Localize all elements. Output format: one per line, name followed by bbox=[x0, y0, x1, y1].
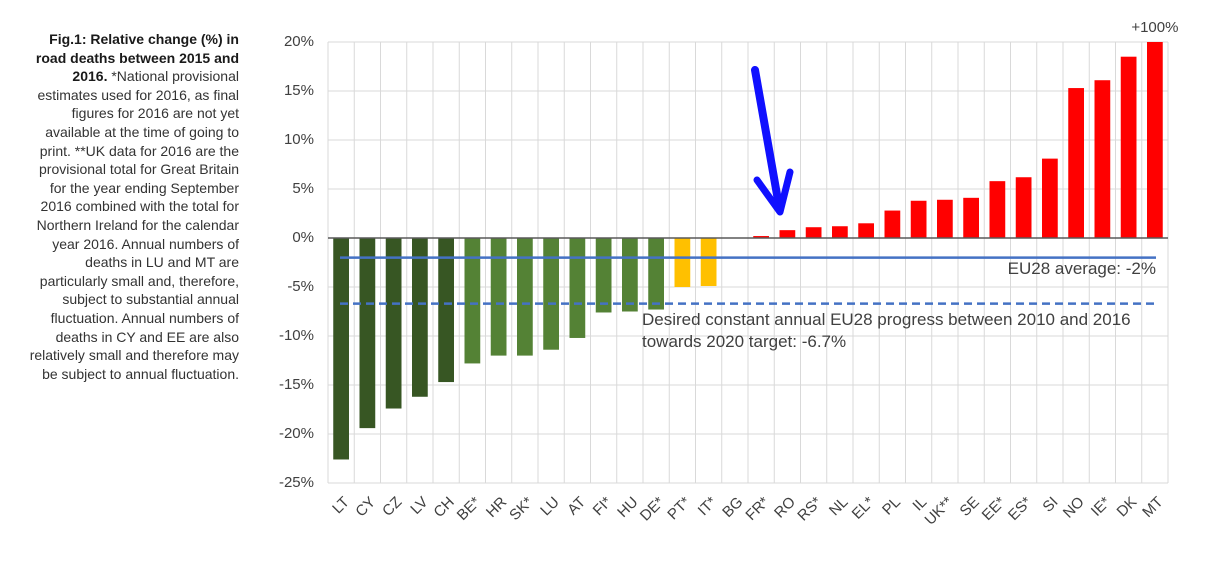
caption-note: *National provisional estimates used for… bbox=[29, 68, 239, 382]
x-tick-label: IT* bbox=[695, 494, 721, 520]
x-tick-label: FR* bbox=[742, 494, 772, 524]
bar bbox=[1120, 56, 1137, 239]
x-tick-label: CH bbox=[430, 494, 457, 521]
x-tick-label: BE* bbox=[454, 494, 484, 524]
bar bbox=[989, 181, 1006, 238]
bar bbox=[385, 238, 402, 409]
x-tick-label: IE* bbox=[1088, 494, 1114, 520]
x-tick-label: LV bbox=[407, 494, 431, 518]
x-tick-label: HU bbox=[614, 494, 641, 521]
bar bbox=[1094, 80, 1111, 238]
x-tick-label: DK bbox=[1114, 494, 1141, 521]
x-tick-label: PL bbox=[879, 494, 904, 519]
bar bbox=[779, 230, 796, 238]
x-tick-label: EE* bbox=[979, 494, 1009, 524]
y-tick-label: 5% bbox=[292, 180, 314, 197]
bar bbox=[333, 238, 349, 460]
x-tick-label: AT bbox=[564, 494, 589, 519]
bar bbox=[464, 238, 481, 364]
y-tick-label: 10% bbox=[284, 131, 314, 148]
x-tick-label: ES* bbox=[1005, 494, 1035, 524]
bar bbox=[490, 238, 507, 356]
caption: Fig.1: Relative change (%) in road death… bbox=[22, 30, 239, 383]
x-tick-label: RS* bbox=[794, 494, 825, 525]
reference-label: EU28 average: -2% bbox=[1008, 259, 1156, 278]
bar bbox=[648, 238, 664, 310]
bar bbox=[569, 238, 586, 338]
bar bbox=[963, 197, 979, 238]
bar bbox=[517, 238, 533, 356]
x-tick-label: LT bbox=[329, 494, 353, 518]
x-tick-label: HR bbox=[483, 494, 510, 521]
x-tick-label: NL bbox=[826, 494, 852, 520]
bar bbox=[1042, 158, 1058, 238]
bar bbox=[1068, 88, 1084, 238]
x-tick-label: UK** bbox=[921, 494, 956, 529]
y-tick-label: 15% bbox=[284, 82, 314, 99]
x-tick-label: CY bbox=[352, 494, 379, 521]
bar bbox=[674, 238, 691, 287]
bar bbox=[832, 226, 848, 238]
bar bbox=[753, 236, 769, 238]
x-tick-label: RO bbox=[771, 494, 799, 522]
bar bbox=[910, 200, 927, 238]
bar bbox=[884, 210, 901, 238]
plot-area bbox=[333, 42, 1163, 460]
bar bbox=[858, 223, 874, 238]
caption-title: Fig.1: Relative change (%) in road death… bbox=[35, 31, 239, 85]
bar bbox=[412, 238, 428, 397]
bar bbox=[359, 238, 376, 429]
x-tick-label: EL* bbox=[849, 494, 878, 523]
reference-label: towards 2020 target: -6.7% bbox=[642, 332, 846, 351]
bar bbox=[1015, 177, 1032, 238]
x-tick-label: MT bbox=[1139, 494, 1166, 521]
bar bbox=[937, 199, 953, 238]
y-tick-label: -15% bbox=[279, 376, 314, 393]
bar bbox=[438, 238, 454, 383]
x-tick-label: NO bbox=[1060, 494, 1088, 522]
bar bbox=[1147, 42, 1163, 238]
y-tick-label: 0% bbox=[292, 229, 314, 246]
x-tick-label: SI bbox=[1039, 494, 1061, 516]
bar bbox=[543, 238, 559, 350]
x-tick-label: PT* bbox=[664, 494, 694, 524]
value-label: +100% bbox=[1131, 19, 1178, 36]
y-tick-label: 20% bbox=[284, 33, 314, 50]
x-tick-label: LU bbox=[537, 494, 563, 520]
bar bbox=[700, 238, 717, 287]
bar bbox=[595, 238, 612, 313]
arrow-annotation bbox=[751, 66, 794, 216]
reference-label: Desired constant annual EU28 progress be… bbox=[642, 310, 1131, 329]
x-tick-label: DE* bbox=[637, 494, 668, 525]
x-tick-label: CZ bbox=[379, 494, 405, 520]
y-tick-label: -10% bbox=[279, 327, 314, 344]
x-tick-label: SK* bbox=[506, 494, 536, 524]
y-tick-label: -20% bbox=[279, 425, 314, 442]
y-tick-label: -5% bbox=[287, 278, 314, 295]
bar bbox=[805, 227, 822, 238]
x-tick-label: FI* bbox=[590, 494, 616, 520]
x-tick-label: BG bbox=[719, 494, 746, 521]
x-tick-label: SE bbox=[957, 494, 983, 520]
bar bbox=[622, 238, 638, 312]
y-tick-label: -25% bbox=[279, 474, 314, 491]
